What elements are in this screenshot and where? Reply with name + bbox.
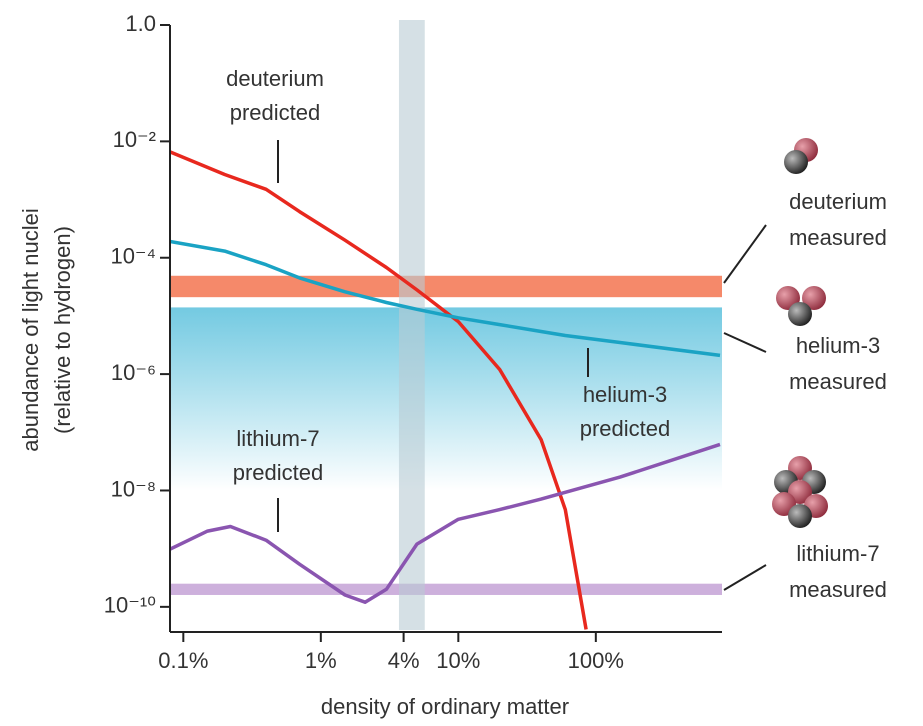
y-tick-label: 10⁻¹⁰: [104, 593, 156, 618]
band-label: measured: [789, 369, 887, 394]
y-axis-label: (relative to hydrogen): [50, 226, 75, 434]
band-label: helium-3: [796, 333, 880, 358]
band-label: deuterium: [789, 189, 887, 214]
series-label: predicted: [580, 416, 671, 441]
band-label: measured: [789, 225, 887, 250]
x-tick-label: 4%: [388, 648, 420, 673]
y-tick-label: 10⁻⁶: [111, 360, 156, 385]
x-tick-label: 100%: [568, 648, 624, 673]
series-label: deuterium: [226, 66, 324, 91]
band-label: measured: [789, 577, 887, 602]
series-label: predicted: [230, 100, 321, 125]
x-axis-label: density of ordinary matter: [321, 694, 569, 719]
x-tick-label: 10%: [436, 648, 480, 673]
x-tick-label: 1%: [305, 648, 337, 673]
band-label: lithium-7: [796, 541, 879, 566]
series-label: helium-3: [583, 382, 667, 407]
y-tick-label: 10⁻⁸: [111, 476, 156, 501]
chart: 1.0 10⁻² 10⁻⁴ 10⁻⁶ 10⁻⁸ 10⁻¹⁰ 0.1% 1% 4% 10% 100% d…: [0, 0, 923, 726]
y-axis-label: abundance of light nuclei: [18, 208, 43, 451]
x-tick-label: 0.1%: [158, 648, 208, 673]
measured-band: [170, 276, 722, 297]
density-band: [399, 20, 425, 630]
y-tick-label: 10⁻²: [113, 127, 156, 152]
y-tick-label: 10⁻⁴: [110, 244, 156, 269]
series-label: lithium-7: [236, 426, 319, 451]
series-label: predicted: [233, 460, 324, 485]
y-tick-label: 1.0: [125, 11, 156, 36]
measured-band: [170, 584, 722, 595]
